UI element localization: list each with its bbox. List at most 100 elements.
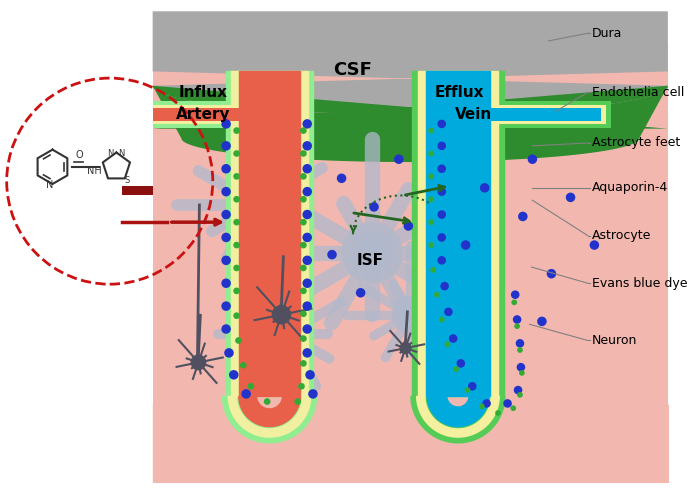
Polygon shape xyxy=(426,71,491,396)
Circle shape xyxy=(235,337,242,344)
Circle shape xyxy=(428,196,434,202)
Circle shape xyxy=(453,366,459,372)
Text: O: O xyxy=(76,150,83,160)
Circle shape xyxy=(298,383,304,389)
Polygon shape xyxy=(153,43,668,482)
Text: Influx: Influx xyxy=(178,85,228,100)
Circle shape xyxy=(480,183,489,193)
Circle shape xyxy=(221,141,231,151)
Circle shape xyxy=(444,342,450,347)
Circle shape xyxy=(300,127,307,134)
Circle shape xyxy=(233,173,240,180)
Polygon shape xyxy=(228,396,312,438)
Text: N: N xyxy=(46,180,53,190)
Polygon shape xyxy=(238,396,301,427)
Circle shape xyxy=(391,296,429,334)
Circle shape xyxy=(517,347,523,353)
Circle shape xyxy=(233,196,240,203)
Circle shape xyxy=(302,119,312,129)
Circle shape xyxy=(438,141,446,150)
Circle shape xyxy=(221,324,231,334)
Circle shape xyxy=(537,317,547,326)
Circle shape xyxy=(300,335,307,342)
Circle shape xyxy=(294,398,301,405)
Circle shape xyxy=(482,399,491,408)
Circle shape xyxy=(221,301,231,311)
Circle shape xyxy=(430,267,436,273)
Circle shape xyxy=(300,360,307,367)
Circle shape xyxy=(444,308,453,316)
Circle shape xyxy=(229,370,239,380)
Circle shape xyxy=(233,313,240,319)
Circle shape xyxy=(547,269,556,279)
Text: Evans blue dye: Evans blue dye xyxy=(592,277,687,290)
Circle shape xyxy=(266,314,306,354)
Circle shape xyxy=(428,174,434,179)
Circle shape xyxy=(300,173,307,180)
Circle shape xyxy=(356,288,365,298)
Circle shape xyxy=(190,354,206,370)
Circle shape xyxy=(566,193,575,202)
Text: Dura: Dura xyxy=(592,27,622,40)
Circle shape xyxy=(461,240,470,250)
Polygon shape xyxy=(410,396,505,444)
Circle shape xyxy=(479,403,484,409)
Circle shape xyxy=(428,242,434,248)
Circle shape xyxy=(224,348,234,357)
Circle shape xyxy=(264,398,270,405)
Polygon shape xyxy=(412,101,610,128)
Circle shape xyxy=(440,282,449,290)
Polygon shape xyxy=(153,107,300,121)
Circle shape xyxy=(302,141,312,151)
Circle shape xyxy=(221,233,231,242)
Circle shape xyxy=(272,305,291,324)
Polygon shape xyxy=(412,71,504,396)
Text: Efflux: Efflux xyxy=(435,85,484,100)
Circle shape xyxy=(234,181,281,229)
Circle shape xyxy=(428,219,434,225)
Circle shape xyxy=(302,301,312,311)
Polygon shape xyxy=(416,396,500,438)
Polygon shape xyxy=(418,105,606,124)
Circle shape xyxy=(428,151,434,156)
Polygon shape xyxy=(153,101,313,128)
Circle shape xyxy=(233,127,240,134)
Circle shape xyxy=(302,279,312,288)
Circle shape xyxy=(300,265,307,271)
Circle shape xyxy=(302,324,312,334)
Circle shape xyxy=(337,174,346,183)
Circle shape xyxy=(510,405,516,411)
Circle shape xyxy=(241,389,251,399)
Circle shape xyxy=(438,165,446,173)
Circle shape xyxy=(342,222,403,283)
Circle shape xyxy=(300,196,307,203)
Circle shape xyxy=(308,389,318,399)
Circle shape xyxy=(300,242,307,248)
Circle shape xyxy=(302,187,312,196)
Circle shape xyxy=(511,290,519,299)
Text: Neuron: Neuron xyxy=(592,334,637,347)
Circle shape xyxy=(434,292,440,298)
Polygon shape xyxy=(426,107,601,121)
Circle shape xyxy=(300,311,307,317)
Text: Astrocyte: Astrocyte xyxy=(592,229,651,242)
Circle shape xyxy=(517,363,525,372)
Text: N: N xyxy=(107,149,113,158)
Text: Endothelia cell: Endothelia cell xyxy=(592,86,684,99)
Circle shape xyxy=(240,362,246,369)
Circle shape xyxy=(221,279,231,288)
Circle shape xyxy=(404,221,413,231)
Text: Vein: Vein xyxy=(454,107,492,122)
Circle shape xyxy=(516,339,524,348)
Circle shape xyxy=(233,287,240,294)
Circle shape xyxy=(449,334,458,343)
Circle shape xyxy=(519,370,525,376)
Circle shape xyxy=(305,370,315,380)
Circle shape xyxy=(233,150,240,157)
Circle shape xyxy=(300,287,307,294)
Circle shape xyxy=(394,154,404,164)
Polygon shape xyxy=(426,396,489,427)
Polygon shape xyxy=(239,71,300,396)
Polygon shape xyxy=(418,71,498,396)
Circle shape xyxy=(518,211,528,221)
